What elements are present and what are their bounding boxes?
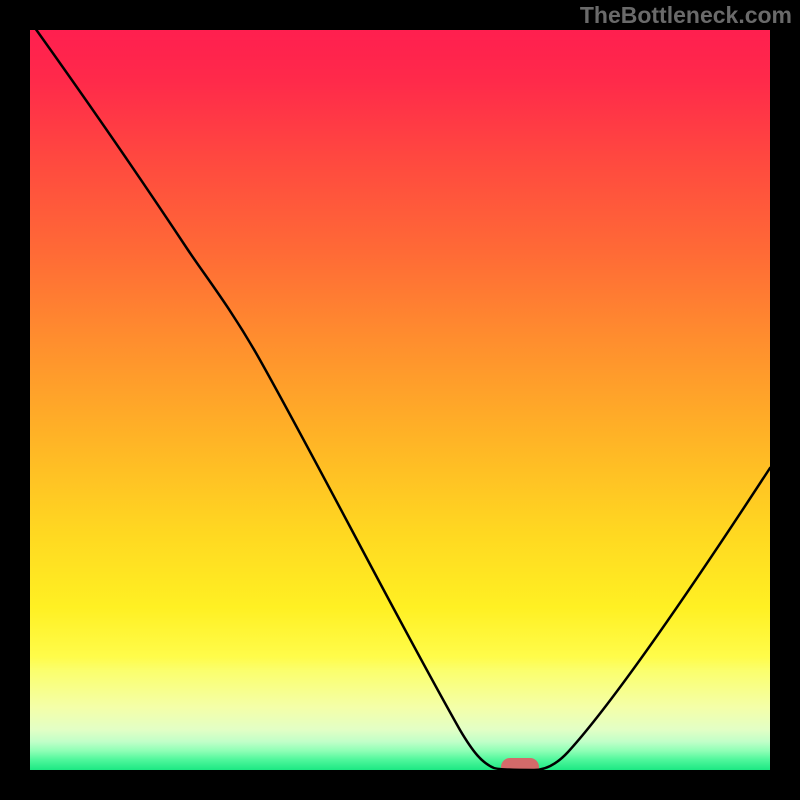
chart-frame: TheBottleneck.com bbox=[0, 0, 800, 800]
optimum-marker bbox=[501, 758, 539, 770]
plot-area bbox=[30, 30, 770, 770]
watermark-text: TheBottleneck.com bbox=[580, 2, 792, 29]
gradient-background bbox=[30, 30, 770, 770]
